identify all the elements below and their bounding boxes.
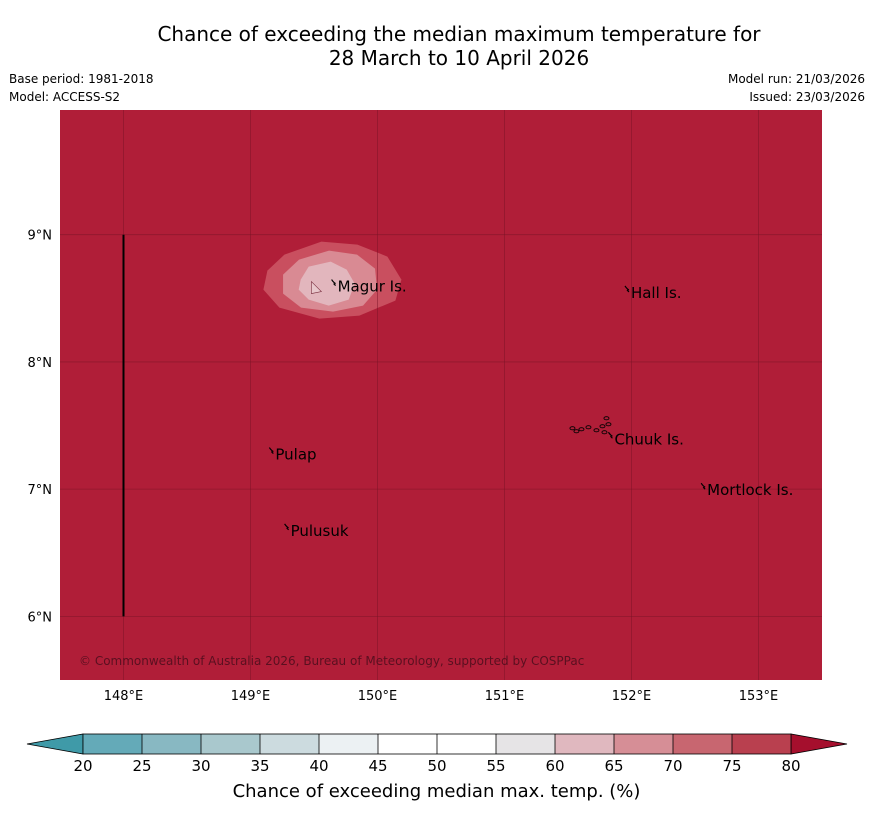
islet-shape	[569, 426, 576, 431]
place-label: Magur Is.	[338, 278, 407, 296]
colorbar-tick-label: 25	[132, 757, 151, 775]
anomaly-contour	[298, 261, 355, 306]
place-label: Chuuk Is.	[614, 430, 683, 448]
colorbar-swatch	[555, 734, 614, 754]
colorbar-swatch	[437, 734, 496, 754]
lon-tick-label: 151°E	[485, 689, 525, 704]
islet-shape	[603, 416, 610, 421]
colorbar-swatch	[732, 734, 791, 754]
colorbar-swatch	[142, 734, 201, 754]
colorbar-tick-label: 60	[545, 757, 564, 775]
island-mark	[331, 279, 337, 287]
colorbar-over-arrow	[790, 733, 848, 755]
base-period: Base period: 1981-2018	[9, 72, 154, 86]
map-background	[60, 110, 822, 680]
place-label: Hall Is.	[631, 284, 682, 302]
colorbar-tick-label: 50	[427, 757, 446, 775]
islet-shape	[601, 430, 608, 435]
island-mark	[607, 431, 613, 439]
island-mark	[284, 523, 290, 531]
colorbar-swatch	[378, 734, 437, 754]
meta-left: Base period: 1981-2018 Model: ACCESS-S2	[9, 70, 154, 106]
place-label: Pulusuk	[291, 522, 349, 540]
colorbar-tick-label: 75	[722, 757, 741, 775]
islet-shape	[585, 425, 592, 430]
colorbar-swatch	[260, 734, 319, 754]
lat-tick-label: 7°N	[28, 483, 53, 498]
issued-date: Issued: 23/03/2026	[749, 90, 865, 104]
map-area: 148°E 149°E 150°E 151°E 152°E 153°E 9°N 8°N 7°N 6…	[28, 110, 822, 704]
chart-title: Chance of exceeding the median maximum t…	[0, 22, 873, 70]
model-run: Model run: 21/03/2026	[727, 72, 865, 86]
colorbar-tick-label: 35	[250, 757, 269, 775]
colorbar-swatch	[614, 734, 673, 754]
lat-tick-label: 9°N	[28, 229, 53, 244]
island-mark	[268, 447, 274, 454]
colorbar-under-arrow	[26, 733, 84, 755]
islet-shape	[593, 428, 600, 433]
model-name: Model: ACCESS-S2	[9, 90, 121, 104]
islet-shape	[599, 424, 606, 429]
colorbar-tick-label: 80	[781, 757, 800, 775]
colorbar-swatch	[201, 734, 260, 754]
copyright-text: © Commonwealth of Australia 2026, Bureau…	[79, 654, 584, 668]
place-label: Pulap	[275, 446, 316, 464]
colorbar-swatch	[319, 734, 378, 754]
colorbar-tick-label: 30	[191, 757, 210, 775]
colorbar-tick-label: 20	[73, 757, 92, 775]
lat-tick-label: 8°N	[28, 356, 53, 371]
meta-right: Model run: 21/03/2026 Issued: 23/03/2026	[728, 70, 865, 106]
colorbar-swatch	[83, 734, 142, 754]
lon-tick-label: 148°E	[104, 689, 144, 704]
colorbar-tick-label: 65	[604, 757, 623, 775]
lon-tick-label: 152°E	[612, 689, 652, 704]
colorbar-label: Chance of exceeding median max. temp. (%…	[232, 781, 641, 802]
island-shape	[311, 280, 323, 294]
colorbar-swatch	[673, 734, 732, 754]
colorbar-tick-label: 40	[309, 757, 328, 775]
title-line-1: Chance of exceeding the median maximum t…	[157, 22, 761, 46]
colorbar-swatch	[496, 734, 555, 754]
lon-tick-label: 149°E	[231, 689, 271, 704]
colorbar-tick-label: 70	[663, 757, 682, 775]
islet-shape	[605, 422, 612, 427]
island-mark	[700, 482, 706, 490]
colorbar: 20 25 30 35 40 45 50 55 60 65 70 75 80	[26, 733, 848, 775]
colorbar-tick-label: 45	[368, 757, 387, 775]
colorbar-frame	[82, 733, 792, 755]
lon-tick-label: 150°E	[358, 689, 398, 704]
place-label: Mortlock Is.	[707, 481, 793, 499]
colorbar-tick-label: 55	[486, 757, 505, 775]
island-mark	[624, 285, 630, 293]
islet-shape	[578, 427, 585, 432]
lon-tick-label: 153°E	[739, 689, 779, 704]
title-line-2: 28 March to 10 April 2026	[328, 46, 590, 70]
islet-shape	[573, 429, 580, 434]
lat-tick-label: 6°N	[28, 610, 53, 625]
